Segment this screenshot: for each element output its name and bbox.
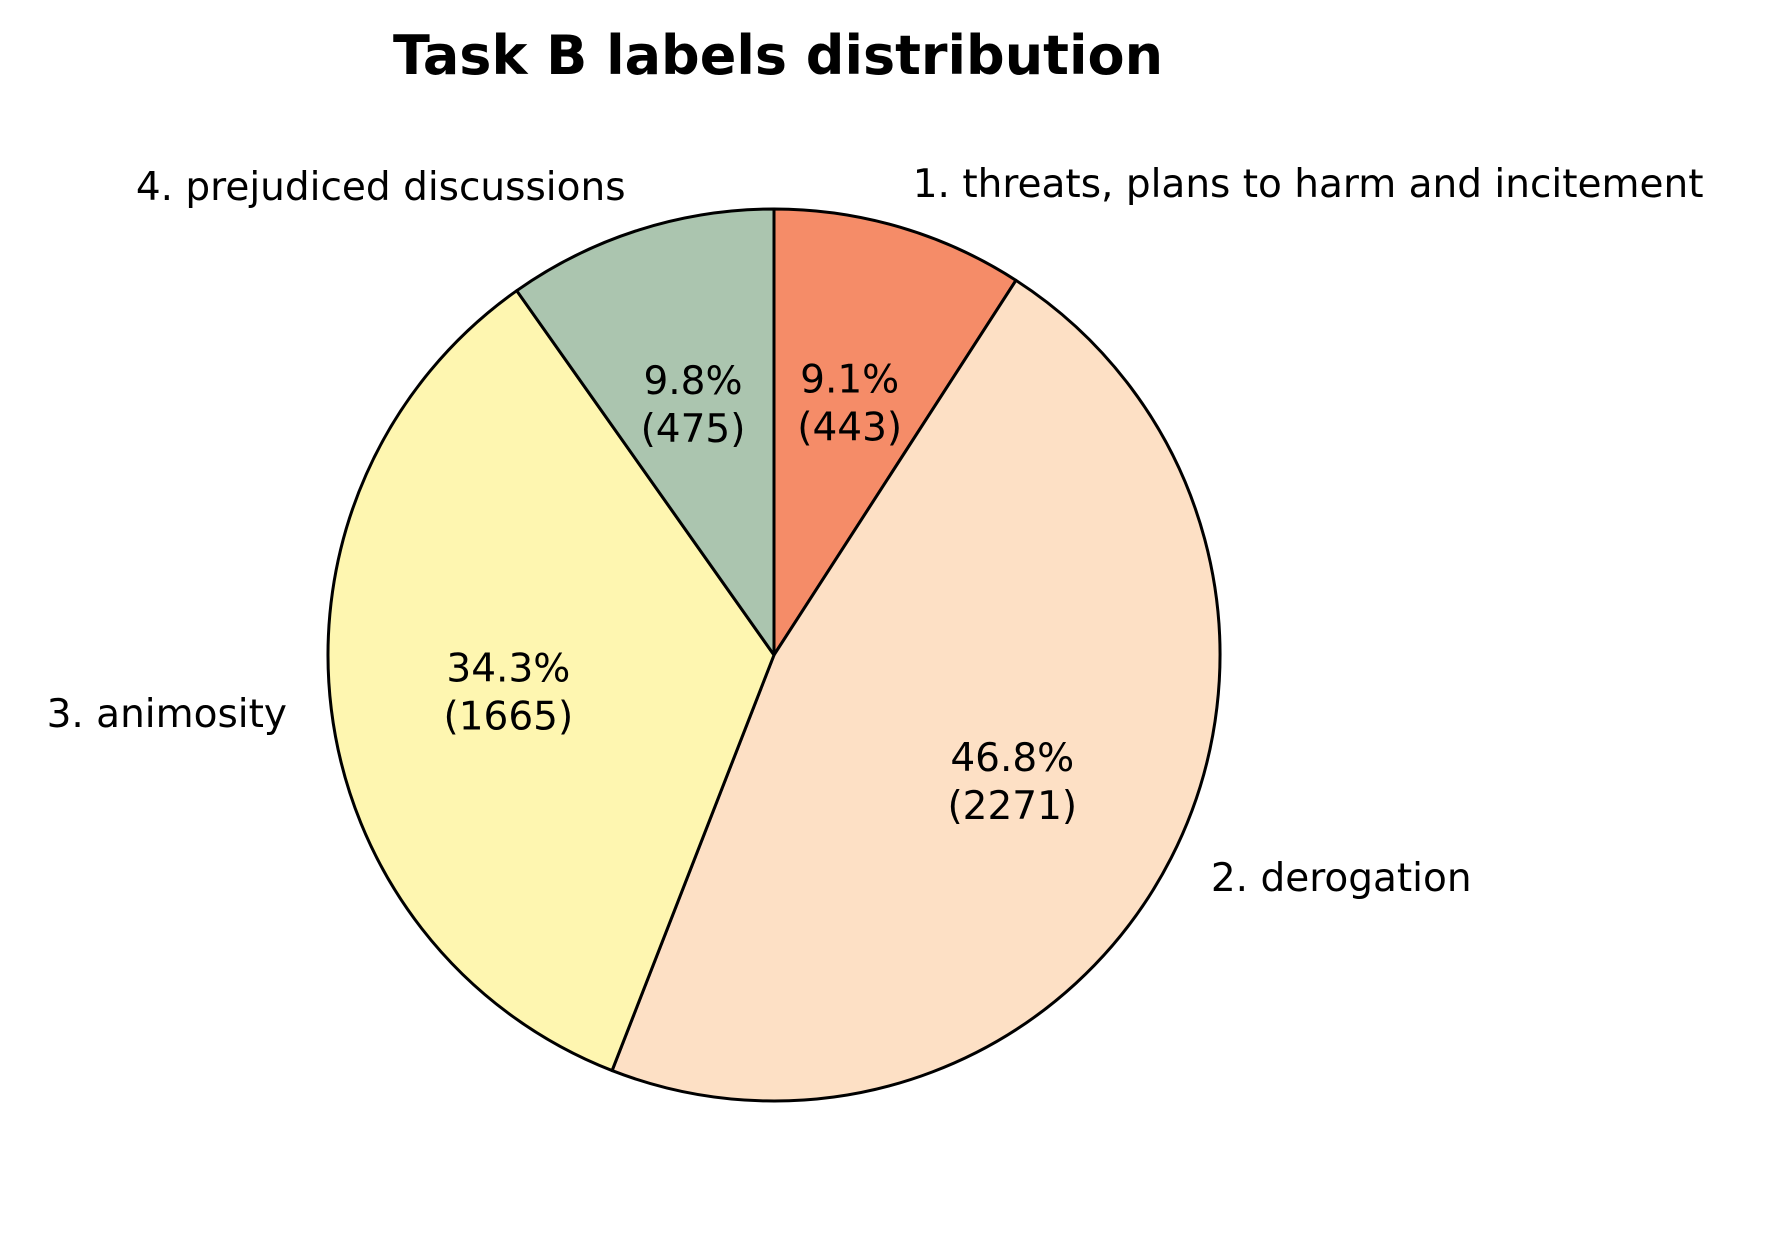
slice-count-derogation: (2271) (947, 784, 1077, 829)
slice-label-prejudiced-discussions: 4. prejudiced discussions (136, 165, 626, 210)
pie-slice-threats-plans-to-harm-and-incitement (772, 207, 1018, 657)
slice-count-prejudiced-discussions: (475) (641, 407, 746, 452)
slice-label-threats-plans-to-harm-and-incitement: 1. threats, plans to harm and incitement (913, 162, 1704, 207)
slice-percent-prejudiced-discussions: 9.8% (643, 359, 742, 404)
slice-percent-animosity: 34.3% (446, 646, 570, 691)
slice-count-animosity: (1665) (444, 694, 574, 739)
slice-percent-threats-plans-to-harm-and-incitement: 9.1% (800, 357, 899, 402)
pie-slice-derogation (610, 278, 1222, 1103)
pie-slices (326, 207, 1222, 1103)
slice-value-label-derogation: 46.8% (2271) (947, 736, 1077, 829)
slice-percent-derogation: 46.8% (950, 736, 1074, 781)
slice-label-derogation: 2. derogation (1211, 856, 1472, 901)
slice-value-label-prejudiced-discussions: 9.8% (475) (641, 359, 746, 452)
slice-value-label-threats-plans-to-harm-and-incitement: 9.1% (443) (797, 357, 902, 450)
pie-slice-prejudiced-discussions (515, 207, 776, 657)
pie-labels: 1. threats, plans to harm and incitement… (47, 162, 1704, 901)
slice-value-label-animosity: 34.3% (1665) (444, 646, 574, 739)
slice-label-animosity: 3. animosity (47, 692, 287, 737)
slice-count-threats-plans-to-harm-and-incitement: (443) (797, 405, 902, 450)
pie-slice-animosity (326, 289, 776, 1073)
chart-title: Task B labels distribution (393, 24, 1163, 87)
